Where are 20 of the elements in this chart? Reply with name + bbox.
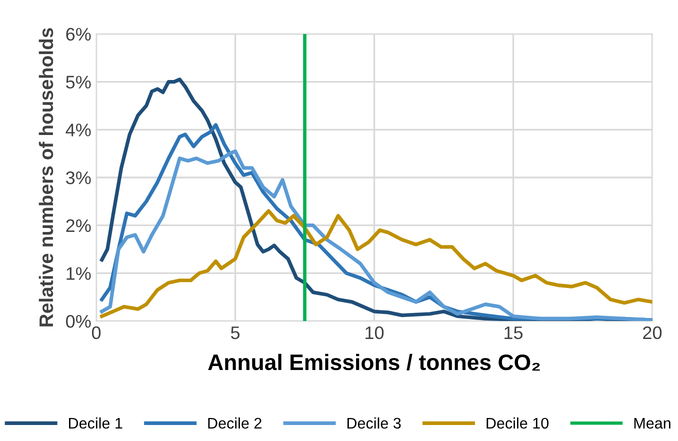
- x-tick-label: 10: [366, 326, 384, 340]
- x-axis-title: Annual Emissions / tonnes CO₂: [208, 354, 540, 371]
- y-tick-label: 0%: [66, 314, 91, 328]
- x-tick-label: 5: [230, 326, 240, 340]
- legend-label: Decile 2: [208, 417, 262, 429]
- line-series: [100, 209, 652, 318]
- legend-label: Mean: [634, 418, 670, 429]
- x-tick-label: 20: [643, 326, 662, 340]
- legend-label: Decile 10: [486, 417, 549, 429]
- x-tick-label: 15: [504, 326, 523, 340]
- y-axis-title: Relative numbers of households: [38, 28, 54, 326]
- y-tick-label: 2%: [66, 219, 91, 232]
- legend-label: Decile 1: [69, 417, 122, 429]
- y-tick-label: 4%: [66, 124, 91, 136]
- x-tick-label: 0: [92, 326, 101, 340]
- legend-label: Decile 3: [347, 417, 401, 429]
- y-tick-label: 3%: [66, 171, 91, 184]
- y-tick-label: 6%: [66, 28, 91, 41]
- y-tick-label: 5%: [66, 76, 91, 89]
- y-tick-label: 1%: [66, 267, 91, 280]
